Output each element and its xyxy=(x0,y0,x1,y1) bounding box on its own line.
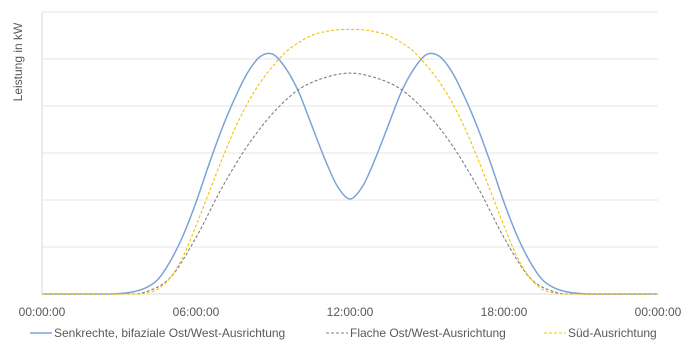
x-tick-label: 12:00:00 xyxy=(327,305,374,319)
x-tick-label: 00:00:00 xyxy=(635,305,682,319)
gridlines xyxy=(42,11,658,248)
legend-item: Süd-Ausrichtung xyxy=(544,326,657,340)
x-tick-label: 00:00:00 xyxy=(19,305,66,319)
series-line-flache-ost-west-ausrichtung xyxy=(41,72,659,295)
series-line-s-d-ausrichtung xyxy=(41,28,659,295)
x-tick-label: 06:00:00 xyxy=(173,305,220,319)
axes xyxy=(41,12,658,295)
y-axis-label: Leistung in kW xyxy=(11,22,25,101)
legend-item: Senkrechte, bifaziale Ost/West-Ausrichtu… xyxy=(30,326,285,340)
legend-label: Süd-Ausrichtung xyxy=(568,326,657,340)
series-line-senkrechte-bifaziale-ost-west-ausrichtung xyxy=(41,52,659,295)
series-lines xyxy=(41,28,659,295)
legend: Senkrechte, bifaziale Ost/West-Ausrichtu… xyxy=(30,326,657,340)
legend-label: Flache Ost/West-Ausrichtung xyxy=(350,326,506,340)
x-tick-label: 18:00:00 xyxy=(481,305,528,319)
x-tick-labels: 00:00:00 06:00:00 12:00:00 18:00:00 00:00:00 xyxy=(19,305,682,319)
legend-item: Flache Ost/West-Ausrichtung xyxy=(326,326,506,340)
legend-label: Senkrechte, bifaziale Ost/West-Ausrichtu… xyxy=(54,326,285,340)
